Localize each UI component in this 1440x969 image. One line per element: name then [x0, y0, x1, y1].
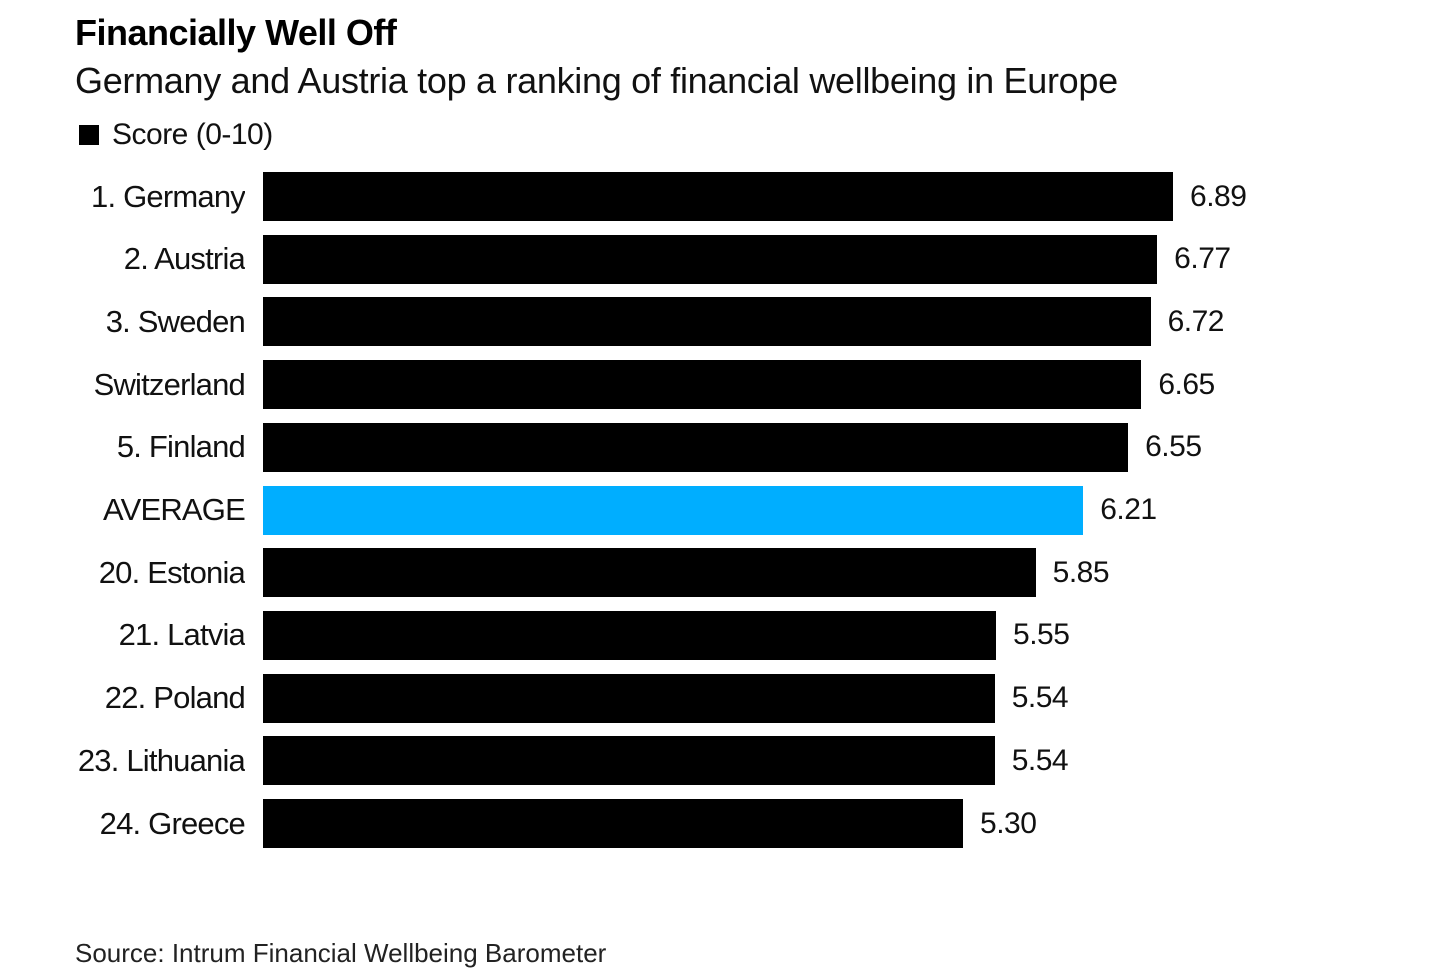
legend: Score (0-10): [79, 118, 273, 152]
bar: [263, 422, 1129, 472]
category-label: 22. Poland: [104, 680, 245, 716]
category-labels: 1. Germany 2. Austria 3. Sweden Switzerland…: [75, 0, 245, 960]
category-label: 5. Finland: [116, 429, 245, 465]
value-label: 5.30: [980, 806, 1037, 840]
category-label: Switzerland: [93, 366, 245, 402]
bar: [263, 799, 964, 848]
value-label: 6.89: [1190, 179, 1247, 213]
category-label: 24. Greece: [99, 805, 245, 841]
bar: [263, 548, 1036, 598]
value-label: 5.54: [1011, 743, 1069, 777]
category-label: 23. Lithuania: [77, 742, 245, 778]
value-label: 5.55: [1013, 618, 1070, 652]
bar: [263, 673, 995, 723]
value-label: 6.72: [1167, 304, 1225, 338]
chart-subtitle: Germany and Austria top a ranking of fin…: [75, 60, 1118, 101]
category-label: 1. Germany: [91, 178, 245, 214]
bar: [263, 297, 1151, 347]
category-label: AVERAGE: [103, 492, 245, 527]
bar: [263, 736, 995, 786]
bar: [263, 610, 997, 660]
source-note: Source: Intrum Financial Wellbeing Barom…: [75, 938, 607, 968]
value-label: 6.77: [1174, 242, 1231, 276]
legend-label: Score (0-10): [112, 118, 273, 151]
bar: [263, 234, 1158, 284]
category-label: 20. Estonia: [98, 554, 245, 590]
value-label: 5.85: [1052, 555, 1110, 589]
value-label: 6.65: [1158, 367, 1215, 401]
value-label: 6.21: [1100, 493, 1157, 526]
value-label: 6.55: [1145, 430, 1202, 464]
chart-title: Financially Well Off: [75, 12, 397, 53]
legend-swatch: [79, 125, 99, 145]
category-label: 21. Latvia: [118, 617, 245, 653]
bar: [263, 172, 1174, 221]
category-label: 2. Austria: [123, 241, 245, 277]
bar: [263, 360, 1142, 410]
value-label: 5.54: [1011, 681, 1069, 715]
category-label: 3. Sweden: [105, 303, 245, 339]
bar-average: [263, 485, 1084, 535]
